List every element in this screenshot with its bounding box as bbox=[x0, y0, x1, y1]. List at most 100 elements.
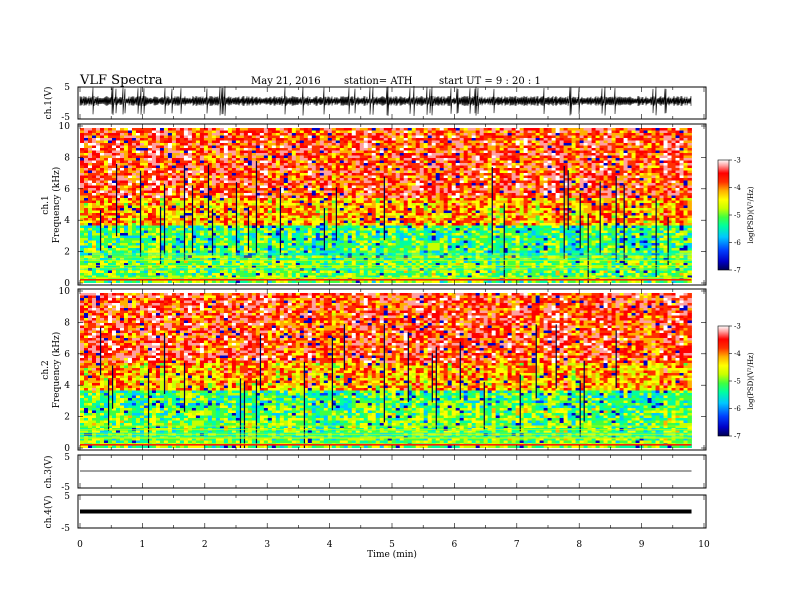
spectrogram-cell bbox=[211, 245, 217, 249]
spectrogram-cell bbox=[159, 243, 165, 246]
spectrogram-cell bbox=[263, 210, 269, 214]
spectrogram-cell bbox=[107, 145, 113, 149]
spectrogram-cell bbox=[347, 205, 353, 209]
spectrogram-cell bbox=[363, 138, 369, 141]
spectrogram-cell bbox=[263, 133, 269, 136]
spectrogram-cell bbox=[131, 130, 137, 134]
spectrogram-cell bbox=[271, 260, 277, 264]
spectrogram-cell bbox=[119, 195, 125, 199]
spectrogram-cell bbox=[359, 175, 365, 179]
spectrogram-cell bbox=[159, 188, 165, 191]
spectrogram-cell bbox=[263, 203, 269, 206]
spectrogram-cell bbox=[295, 233, 301, 236]
spectrogram-cell bbox=[307, 270, 313, 274]
spectrogram-cell bbox=[315, 165, 321, 169]
spectrogram-cell bbox=[387, 180, 393, 184]
spectrogram-cell bbox=[339, 130, 345, 134]
spectrogram-cell bbox=[343, 245, 349, 249]
spectrogram-cell bbox=[179, 245, 185, 249]
spectrogram-cell bbox=[195, 128, 201, 131]
spectrogram-cell bbox=[231, 190, 237, 194]
spectrogram-cell bbox=[179, 180, 185, 184]
spectrogram-cell bbox=[139, 165, 145, 169]
spectrogram-cell bbox=[80, 155, 85, 159]
spectrogram-cell bbox=[351, 158, 357, 161]
spectrogram-cell bbox=[115, 155, 121, 159]
spectrogram-cell bbox=[247, 155, 253, 159]
spectrogram-cell bbox=[319, 128, 325, 131]
spectrogram-cell bbox=[111, 240, 117, 244]
spectrogram-cell bbox=[167, 198, 173, 201]
spectrogram-cell bbox=[155, 185, 161, 189]
spectrogram-cell bbox=[363, 160, 369, 164]
spectrogram-cell bbox=[247, 168, 253, 171]
spectrogram-cell bbox=[131, 188, 137, 191]
spectrogram-cell bbox=[367, 130, 373, 134]
spectrogram-cell bbox=[159, 160, 165, 164]
spectrogram-cell bbox=[291, 178, 297, 181]
spectrogram-cell bbox=[371, 130, 377, 134]
spectrogram-cell bbox=[251, 188, 257, 191]
spectrogram-cell bbox=[283, 138, 289, 141]
spectrogram-cell bbox=[95, 223, 101, 226]
spectrogram-cell bbox=[195, 173, 201, 176]
spectrogram-cell bbox=[375, 263, 381, 266]
spectrogram-cell bbox=[263, 240, 269, 244]
spectrogram-cell bbox=[255, 210, 261, 214]
spectrogram-cell bbox=[391, 265, 397, 269]
spectrogram-cell bbox=[99, 193, 105, 196]
spectrogram-cell bbox=[183, 200, 189, 204]
spectrogram-cell bbox=[131, 225, 137, 229]
spectrogram-cell bbox=[147, 215, 153, 219]
spectrogram-cell bbox=[251, 150, 257, 154]
spectrogram-cell bbox=[127, 180, 133, 184]
spectrogram-cell bbox=[335, 263, 341, 266]
spectrogram-cell bbox=[383, 185, 389, 189]
spectrogram-cell bbox=[279, 210, 285, 214]
spectrogram-cell bbox=[267, 230, 273, 234]
spectrogram-cell bbox=[291, 203, 297, 206]
spectrogram-cell bbox=[195, 185, 201, 189]
spectrogram-cell bbox=[359, 160, 365, 164]
spectrogram-cell bbox=[107, 275, 113, 279]
spectrogram-cell bbox=[259, 185, 265, 189]
spectrogram-cell bbox=[99, 168, 105, 171]
spectrogram-cell bbox=[327, 145, 333, 149]
spectrogram-cell bbox=[131, 243, 137, 246]
spectrogram-cell bbox=[183, 185, 189, 189]
spectrogram-cell bbox=[327, 160, 333, 164]
spectrogram-cell bbox=[367, 270, 373, 274]
spectrogram-cell bbox=[223, 220, 229, 224]
spectrogram-cell bbox=[171, 220, 177, 224]
spectrogram-cell bbox=[84, 280, 89, 283]
spectrogram-cell bbox=[391, 195, 397, 199]
spectrogram-cell bbox=[187, 138, 193, 141]
spectrogram-cell bbox=[391, 233, 397, 236]
spectrogram-cell bbox=[211, 175, 217, 179]
spectrogram-cell bbox=[343, 185, 349, 189]
spectrogram-cell bbox=[239, 165, 245, 169]
spectrogram-cell bbox=[111, 170, 117, 174]
spectrogram-cell bbox=[159, 153, 165, 156]
spectrogram-cell bbox=[239, 225, 245, 229]
spectrogram-cell bbox=[395, 158, 401, 161]
spectrogram-cell bbox=[167, 200, 173, 204]
spectrogram-cell bbox=[299, 245, 305, 249]
spectrogram-cell bbox=[383, 208, 389, 211]
spectrogram-cell bbox=[315, 148, 321, 151]
spectrogram-cell bbox=[115, 160, 121, 164]
spectrogram-cell bbox=[115, 248, 121, 251]
spectrogram-cell bbox=[151, 275, 157, 279]
spectrogram-cell bbox=[235, 233, 241, 236]
spectrogram-cell bbox=[243, 248, 249, 251]
spectrogram-cell bbox=[199, 280, 205, 283]
spectrogram-cell bbox=[371, 188, 377, 191]
spectrogram-cell bbox=[80, 253, 85, 256]
spectrogram-cell bbox=[219, 145, 225, 149]
spectrogram-cell bbox=[163, 153, 169, 156]
spectrogram-cell bbox=[155, 220, 161, 224]
spectrogram-cell bbox=[183, 135, 189, 139]
spectrogram-dark-streak bbox=[255, 161, 258, 254]
spectrogram-cell bbox=[211, 193, 217, 196]
spectrogram-cell bbox=[347, 140, 353, 144]
